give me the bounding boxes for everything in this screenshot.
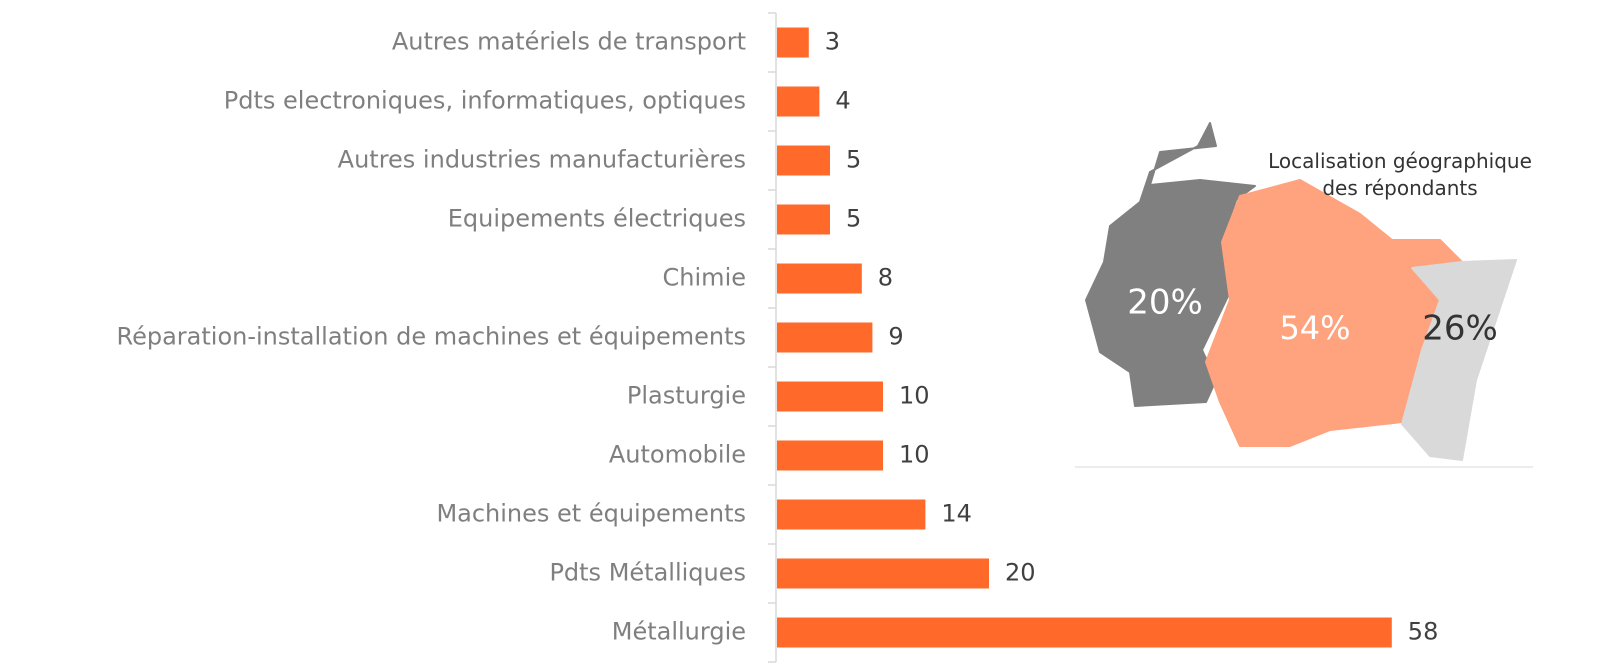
category-label: Autres industries manufacturières [338, 146, 746, 174]
category-label: Réparation-installation de machines et é… [116, 323, 746, 351]
category-label: Pdts Métalliques [549, 559, 746, 587]
region-label: 26% [1422, 309, 1498, 349]
bar [777, 145, 830, 176]
value-label: 10 [899, 441, 930, 469]
category-label: Pdts electroniques, informatiques, optiq… [224, 87, 746, 115]
bar [777, 617, 1392, 648]
bar [777, 86, 820, 117]
value-label: 58 [1408, 618, 1439, 646]
region-label: 20% [1127, 283, 1203, 323]
category-label: Machines et équipements [436, 500, 746, 528]
category-label: Plasturgie [627, 382, 746, 410]
bar [777, 263, 862, 294]
category-label: Métallurgie [612, 618, 746, 646]
category-label: Autres matériels de transport [392, 28, 746, 56]
bar [777, 499, 926, 530]
value-label: 10 [899, 382, 930, 410]
bar [777, 27, 809, 58]
category-label: Automobile [609, 441, 746, 469]
bar [777, 204, 830, 235]
region-label: 54% [1279, 309, 1350, 347]
value-label: 3 [825, 28, 840, 56]
value-label: 14 [941, 500, 972, 528]
category-label: Equipements électriques [448, 205, 746, 233]
value-label: 8 [878, 264, 893, 292]
category-label: Chimie [663, 264, 746, 292]
value-label: 20 [1005, 559, 1036, 587]
bar [777, 322, 873, 353]
map-region [1085, 122, 1256, 407]
map-region [1401, 259, 1517, 461]
value-label: 9 [888, 323, 903, 351]
value-label: 5 [846, 146, 861, 174]
bar [777, 558, 989, 589]
map-title: Localisation géographique des répondants [1268, 149, 1532, 200]
value-label: 4 [835, 87, 850, 115]
value-label: 5 [846, 205, 861, 233]
bar [777, 440, 883, 471]
bar [777, 381, 883, 412]
